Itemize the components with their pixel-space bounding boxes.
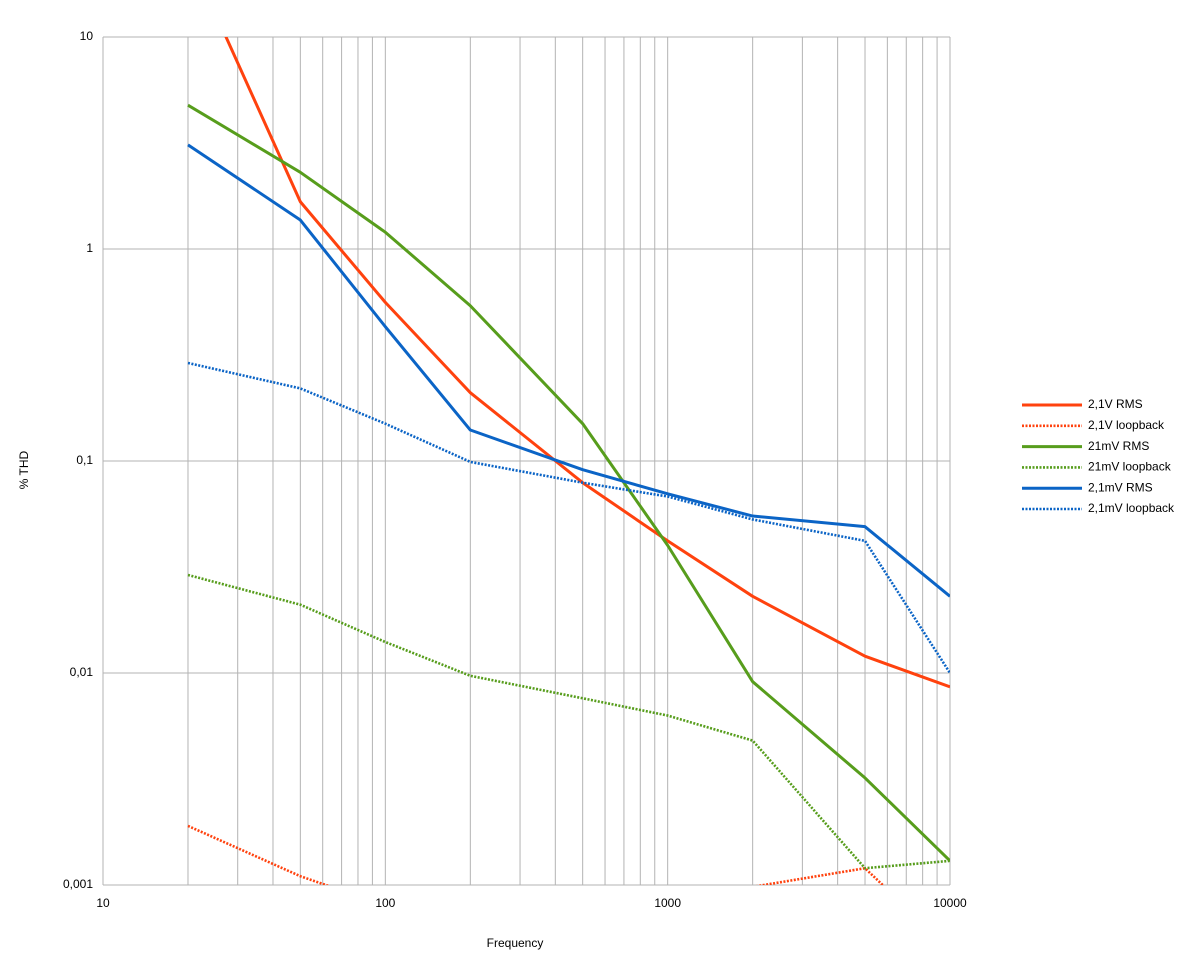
y-tick-label: 1 — [86, 241, 93, 255]
legend-label: 2,1mV RMS — [1088, 480, 1153, 494]
legend-label: 21mV RMS — [1088, 439, 1149, 453]
legend-label: 2,1mV loopback — [1088, 501, 1175, 515]
series-line — [187, 361, 950, 674]
x-tick-label: 10000 — [933, 896, 967, 910]
y-axis-label: % THD — [17, 450, 31, 489]
legend-label: 2,1V RMS — [1088, 397, 1143, 411]
series-lines — [187, 37, 950, 885]
y-tick-label: 0,001 — [63, 877, 93, 891]
x-tick-label: 1000 — [654, 896, 681, 910]
series-line — [187, 143, 950, 598]
x-tick-label: 100 — [375, 896, 395, 910]
x-axis-label: Frequency — [487, 936, 544, 950]
legend-label: 2,1V loopback — [1088, 418, 1165, 432]
series-line — [187, 573, 950, 870]
y-tick-label: 0,1 — [76, 453, 93, 467]
y-tick-label: 10 — [80, 29, 94, 43]
legend-label: 21mV loopback — [1088, 460, 1172, 474]
series-line — [187, 103, 950, 862]
x-tick-label: 10 — [96, 896, 110, 910]
y-tick-label: 0,01 — [70, 665, 94, 679]
labels: 10 100 1000 10000 0,001 0,01 0,1 1 10 2,1V RMS 2,1… — [63, 29, 1175, 910]
